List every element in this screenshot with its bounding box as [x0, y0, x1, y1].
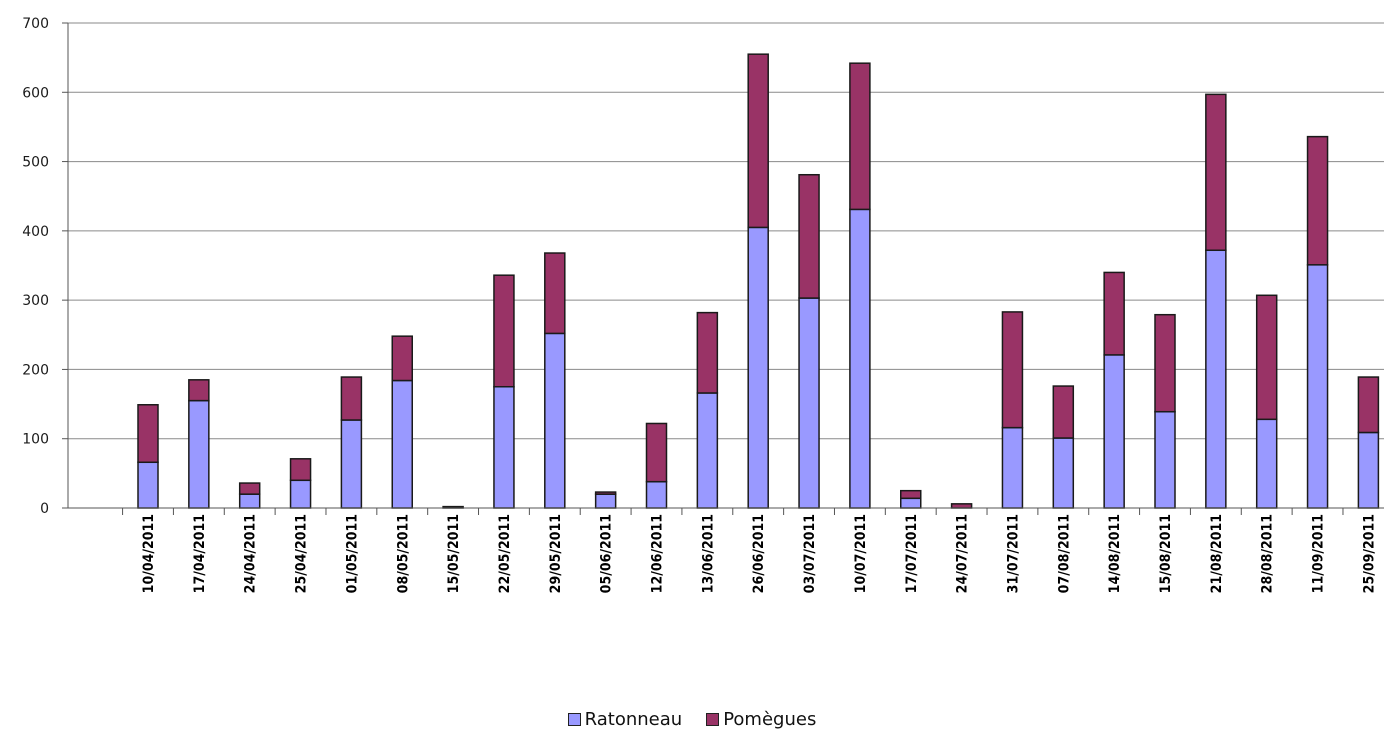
bar-ratonneau — [798, 297, 820, 509]
x-tick-label: 15/08/2011 — [1158, 514, 1174, 593]
y-tick-label: 700 — [22, 16, 49, 32]
bar-ratonneau — [1103, 354, 1125, 509]
legend-swatch-pomegues — [706, 713, 720, 726]
bar-ratonneau — [238, 493, 261, 509]
gridlines — [68, 22, 1384, 440]
bar-ratonneau — [1205, 249, 1227, 509]
x-tick-label: 28/08/2011 — [1260, 514, 1276, 593]
bar-pomegues — [1103, 271, 1125, 356]
bar-ratonneau — [594, 493, 617, 509]
bar-pomegues — [544, 252, 566, 335]
legend-swatch-ratonneau — [567, 713, 581, 726]
bar-ratonneau — [645, 480, 668, 509]
bar-pomegues — [1357, 376, 1380, 434]
legend-item-ratonneau: Ratonneau — [567, 709, 683, 730]
x-tick-label: 11/09/2011 — [1311, 514, 1327, 593]
x-tick-label: 10/04/2011 — [141, 514, 157, 593]
x-tick-label: 25/09/2011 — [1361, 514, 1377, 593]
bar-pomegues — [137, 404, 159, 464]
bar-ratonneau — [1357, 431, 1380, 509]
bar-ratonneau — [1255, 418, 1278, 509]
bar-ratonneau — [1154, 410, 1176, 509]
legend-label-pomegues: Pomègues — [723, 709, 817, 730]
bar-pomegues — [1255, 294, 1278, 421]
bar-ratonneau — [1306, 264, 1329, 509]
x-tick-label: 21/08/2011 — [1209, 514, 1225, 593]
bar-pomegues — [238, 482, 261, 495]
x-tick-label: 15/05/2011 — [446, 514, 462, 593]
legend: Ratonneau Pomègues — [0, 709, 1384, 730]
y-tick-label: 0 — [40, 501, 49, 517]
y-tick-label: 100 — [22, 432, 49, 448]
y-tick-label: 600 — [22, 85, 49, 101]
x-tick-label: 03/07/2011 — [802, 514, 818, 593]
bar-pomegues — [645, 422, 668, 483]
x-tick-label: 17/04/2011 — [192, 514, 208, 593]
x-tick-label: 22/05/2011 — [497, 514, 513, 593]
bar-ratonneau — [696, 392, 719, 509]
bar-pomegues — [1205, 93, 1227, 252]
legend-item-pomegues: Pomègues — [706, 709, 816, 730]
x-axis — [67, 23, 1384, 515]
x-tick-label: 24/07/2011 — [955, 514, 971, 593]
bar-ratonneau — [747, 226, 769, 509]
bar-pomegues — [188, 379, 210, 402]
bar-pomegues — [1306, 135, 1329, 266]
bars — [137, 53, 1380, 509]
bar-pomegues — [594, 491, 617, 495]
bar-pomegues — [900, 489, 922, 500]
y-tick-label: 500 — [22, 155, 49, 171]
x-tick-label: 13/06/2011 — [700, 514, 716, 593]
x-tick-label: 25/04/2011 — [294, 514, 310, 593]
bar-pomegues — [849, 62, 871, 211]
bar-ratonneau — [849, 208, 871, 509]
x-tick-label: 05/06/2011 — [599, 514, 615, 593]
bar-ratonneau — [188, 399, 210, 509]
x-tick-label: 26/06/2011 — [751, 514, 767, 593]
bar-pomegues — [340, 376, 363, 421]
x-tick-label: 29/05/2011 — [548, 514, 564, 593]
x-axis-labels: 10/04/2011 17/04/2011 24/04/2011 25/04/2011… — [141, 514, 1377, 593]
y-tick-label: 400 — [22, 224, 49, 240]
bar-ratonneau — [391, 379, 413, 509]
bar-ratonneau — [340, 419, 363, 509]
x-tick-label: 10/07/2011 — [853, 514, 869, 593]
bar-pomegues — [696, 311, 719, 394]
x-tick-label: 01/05/2011 — [344, 514, 360, 593]
bar-ratonneau — [289, 479, 312, 509]
bar-pomegues — [747, 53, 769, 229]
bar-ratonneau — [544, 332, 566, 509]
legend-label-ratonneau: Ratonneau — [584, 709, 683, 730]
bar-pomegues — [391, 335, 413, 382]
y-tick-label: 200 — [22, 362, 49, 378]
x-tick-label: 12/06/2011 — [650, 514, 666, 593]
bar-pomegues — [1001, 311, 1024, 429]
bar-ratonneau — [137, 461, 159, 509]
x-tick-label: 17/07/2011 — [904, 514, 920, 593]
x-tick-label: 31/07/2011 — [1005, 514, 1021, 593]
x-tick-label: 07/08/2011 — [1056, 514, 1072, 593]
bar-ratonneau — [1001, 426, 1024, 509]
bar-pomegues — [1052, 385, 1075, 439]
bar-ratonneau — [493, 386, 515, 509]
x-tick-label: 08/05/2011 — [395, 514, 411, 593]
bar-ratonneau — [1052, 437, 1075, 509]
x-tick-label: 24/04/2011 — [243, 514, 259, 593]
bar-pomegues — [950, 503, 973, 509]
y-tick-label: 300 — [22, 293, 49, 309]
y-axis-ticks: 0 100 200 300 400 500 600 700 — [22, 16, 68, 517]
bar-ratonneau — [900, 497, 922, 509]
bar-pomegues — [798, 173, 820, 299]
x-tick-label: 14/08/2011 — [1107, 514, 1123, 593]
bar-pomegues — [493, 274, 515, 388]
bar-pomegues — [289, 458, 312, 482]
bar-pomegues — [1154, 313, 1176, 413]
